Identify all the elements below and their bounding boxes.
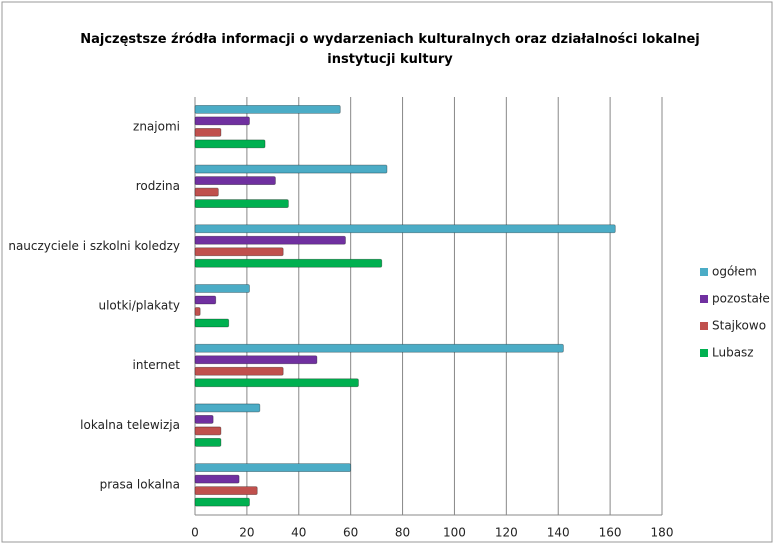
legend-label: ogółem bbox=[712, 265, 757, 279]
x-tick-label: 0 bbox=[191, 526, 199, 540]
bar bbox=[194, 247, 284, 257]
x-tick-label: 160 bbox=[599, 526, 622, 540]
bar bbox=[194, 284, 250, 293]
chart-border bbox=[1, 1, 773, 543]
bar bbox=[194, 104, 341, 114]
x-tick-label: 180 bbox=[651, 526, 674, 540]
x-tick-label: 100 bbox=[443, 526, 466, 540]
bar bbox=[194, 139, 266, 149]
x-tick-label: 140 bbox=[547, 526, 570, 540]
bar bbox=[194, 176, 276, 185]
legend-label: Stajkowo bbox=[712, 319, 766, 333]
y-tick-label: ulotki/plakaty bbox=[98, 299, 180, 313]
y-tick-label: nauczyciele i szkolni koledzy bbox=[8, 239, 180, 253]
bar bbox=[194, 199, 289, 208]
bar bbox=[194, 307, 201, 316]
bar bbox=[194, 438, 222, 447]
bar bbox=[194, 343, 564, 353]
bar bbox=[194, 127, 222, 137]
legend-label: pozostałe bbox=[712, 292, 770, 306]
bar bbox=[194, 258, 383, 268]
legend-swatch bbox=[700, 295, 708, 303]
bar bbox=[194, 486, 258, 496]
bar bbox=[194, 463, 352, 473]
bar bbox=[194, 415, 214, 424]
x-tick-label: 40 bbox=[291, 526, 306, 540]
y-tick-label: lokalna telewizja bbox=[80, 418, 180, 432]
legend-swatch bbox=[700, 349, 708, 357]
legend-swatch bbox=[700, 268, 708, 276]
bar bbox=[194, 295, 217, 305]
legend-label: Lubasz bbox=[712, 346, 754, 360]
chart-title: Najczęstsze źródła informacji o wydarzen… bbox=[80, 32, 700, 67]
bar bbox=[194, 497, 250, 507]
bar bbox=[194, 318, 230, 328]
y-tick-label: rodzina bbox=[136, 179, 180, 193]
bar bbox=[194, 187, 219, 197]
x-tick-label: 20 bbox=[239, 526, 254, 540]
y-tick-label: znajomi bbox=[133, 119, 180, 133]
y-tick-label: internet bbox=[133, 358, 181, 372]
x-tick-label: 120 bbox=[495, 526, 518, 540]
bar bbox=[194, 224, 616, 234]
x-tick-label: 80 bbox=[395, 526, 410, 540]
bar bbox=[194, 164, 388, 174]
x-tick-label: 60 bbox=[343, 526, 358, 540]
y-tick-label: prasa lokalna bbox=[100, 478, 180, 492]
legend-swatch bbox=[700, 322, 708, 330]
bar bbox=[194, 366, 284, 376]
bar bbox=[194, 116, 250, 126]
bar bbox=[194, 378, 359, 388]
bar bbox=[194, 403, 261, 413]
bar bbox=[194, 426, 222, 436]
bar bbox=[194, 235, 346, 245]
bar bbox=[194, 355, 318, 365]
bar bbox=[194, 474, 240, 484]
